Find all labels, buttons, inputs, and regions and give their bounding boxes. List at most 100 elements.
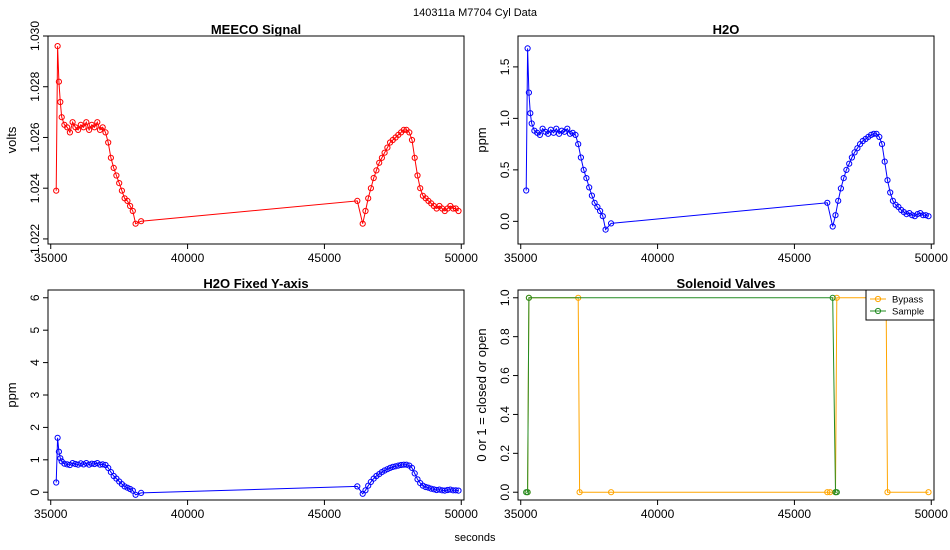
x-tick-label: 40000 [641,251,675,265]
series-line-bypass [527,297,929,493]
y-tick-label: 1.024 [28,173,42,203]
data-point-h2o [61,460,68,467]
panel-solenoid-valves: Solenoid Valves 35000 40000 45000 50000 0.0 0.… [474,276,948,521]
y-tick-label: 0 [28,489,42,496]
data-point-h2o [54,434,61,441]
data-point-h2o [553,125,560,132]
x-tick-label: 50000 [445,507,479,521]
panel-meeco-signal: MEECO Signal 35000 40000 45000 50000 1.022 1.0… [4,21,478,265]
y-axis-label: volts [4,126,19,153]
data-point-h2o [527,110,534,117]
data-point-meeco [411,154,418,161]
data-point-meeco [118,187,126,194]
data-point-h2o [903,211,910,218]
data-point-bypass [925,489,932,496]
data-point-meeco [57,98,64,106]
data-point-meeco [381,149,388,156]
data-point-h2o [452,487,459,494]
data-point-h2o [129,487,136,494]
series-line-h2o [525,48,929,231]
data-point-meeco [378,154,385,161]
data-point-h2o [528,120,535,127]
plot-area [53,43,462,227]
data-point-sample [524,489,531,496]
data-point-meeco [127,202,134,210]
data-point-h2o [422,483,429,491]
data-point-meeco [376,159,383,166]
data-point-h2o [354,483,361,490]
x-tick-label: 45000 [778,251,812,265]
legend-box [865,289,935,321]
panel-h2o-fixed-y-axis: H2O Fixed Y-axis 35000 40000 45000 50000 0 1 2 3… [4,276,478,521]
x-tick-label: 50000 [915,251,949,265]
data-point-meeco [102,129,109,136]
y-tick-label: 0.5 [498,161,512,178]
chart-title: Solenoid Valves [677,276,776,291]
data-point-h2o [99,461,106,468]
y-tick-label: 1 [28,456,42,463]
data-point-h2o [608,220,615,227]
data-point-h2o [411,470,418,477]
y-tick-label: 1.026 [28,122,42,152]
data-point-h2o [591,199,598,206]
y-tick-label: 1.0 [498,110,512,127]
legend-label: Sample [892,307,924,318]
data-point-h2o [57,455,64,462]
data-point-h2o [588,192,596,199]
y-tick-label: 1.028 [28,71,42,101]
plot-frame [517,35,935,245]
y-tick-label: 1.030 [28,21,42,51]
plot-frame [47,35,465,245]
data-point-h2o [389,463,396,470]
data-point-meeco [354,197,361,204]
y-tick-label: 6 [28,294,42,301]
data-point-h2o [525,89,533,96]
data-point-h2o [455,487,462,494]
data-point-meeco [373,167,380,174]
data-point-h2o [536,131,544,138]
data-point-meeco [367,185,374,192]
data-point-h2o [132,491,139,498]
data-point-h2o [846,160,853,167]
data-point-bypass [824,489,831,496]
x-tick-label: 40000 [641,507,675,521]
y-axis-label: ppm [4,382,19,407]
data-point-meeco [86,126,93,133]
data-point-h2o [53,479,60,486]
data-point-h2o [577,154,585,161]
x-tick-label: 40000 [171,251,205,265]
data-point-h2o [362,487,369,494]
data-point-meeco [406,129,413,136]
x-tick-label: 50000 [915,507,949,521]
data-point-h2o [572,131,579,138]
x-tick-label: 40000 [171,507,205,521]
series-line-sample [526,297,837,493]
data-point-sample [525,294,533,301]
legend-label: Bypass [892,295,923,306]
data-point-h2o [848,154,856,161]
data-point-h2o [829,223,836,230]
panel-h2o: H2O 35000 40000 45000 50000 0.0 0.5 1.0 1.5 ppm [474,22,948,265]
data-point-meeco [138,218,145,225]
data-point-h2o [523,187,530,194]
plot-area [523,45,932,233]
data-point-h2o [425,484,432,491]
data-point-h2o [922,212,929,219]
data-point-meeco [124,197,131,204]
data-point-h2o [586,184,593,191]
plot-area [523,294,932,496]
data-point-meeco [99,124,106,131]
data-point-meeco [132,220,139,227]
data-point-meeco [384,144,391,151]
data-point-meeco [83,119,90,126]
data-point-meeco [69,119,76,126]
data-point-h2o [851,149,858,156]
plot-area [53,434,462,498]
y-tick-label: 3 [28,391,42,398]
data-point-h2o [602,226,609,233]
data-point-meeco [75,126,82,133]
data-point-h2o [524,45,531,52]
data-point-h2o [914,211,921,218]
x-tick-label: 45000 [308,507,342,521]
